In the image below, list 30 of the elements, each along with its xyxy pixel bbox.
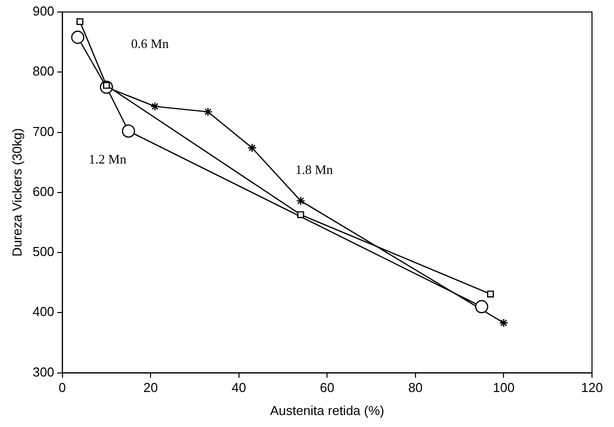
x-tick-label: 80 — [408, 380, 423, 396]
point — [499, 318, 508, 328]
y-tick-label: 900 — [32, 4, 54, 19]
point — [487, 290, 494, 298]
y-tick-label: 800 — [32, 64, 54, 79]
y-tick-label: 400 — [32, 304, 54, 320]
y-tick-label: 500 — [32, 244, 54, 260]
x-tick-label: 60 — [320, 380, 334, 396]
y-axis-title: Dureza Vickers (30kg) — [9, 128, 24, 257]
annotation: 1.8 Mn — [295, 162, 334, 178]
x-tick-label: 120 — [581, 380, 603, 396]
point — [475, 300, 488, 314]
point — [71, 30, 84, 44]
x-tick-label: 20 — [143, 380, 158, 396]
point — [150, 102, 160, 112]
point — [296, 196, 306, 206]
x-axis-title: Austenita retida (%) — [270, 402, 384, 418]
point — [297, 211, 304, 218]
x-tick-label: 40 — [232, 380, 246, 396]
x-tick-label: 0 — [58, 380, 66, 396]
y-tick-label: 700 — [32, 124, 54, 139]
y-tick-label: 300 — [32, 364, 54, 380]
point — [76, 18, 84, 26]
annotation: 0.6 Mn — [131, 36, 170, 51]
point — [203, 107, 213, 116]
y-tick-label: 600 — [32, 184, 54, 199]
point — [122, 124, 136, 138]
point — [248, 143, 257, 152]
x-tick-label: 100 — [492, 380, 515, 396]
annotation: 1.2 Mn — [88, 151, 127, 166]
